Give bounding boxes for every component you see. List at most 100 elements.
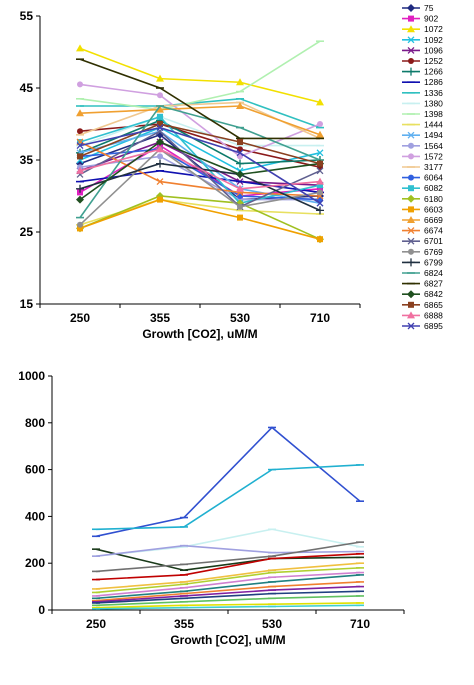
data-point: [317, 189, 323, 196]
legend-item: 1380: [402, 98, 443, 108]
series-path: [79, 198, 321, 240]
legend-marker: [407, 4, 415, 12]
data-point: [156, 74, 164, 82]
legend-label: 1252: [424, 56, 443, 66]
legend-item: 1572: [402, 151, 443, 161]
legend-marker: [408, 206, 414, 213]
legend-label: 6603: [424, 204, 443, 214]
series-line-1: [92, 426, 364, 538]
series-path: [95, 541, 361, 573]
top-chart-legend: 7590210721092109612521266128613361380139…: [402, 3, 443, 331]
legend-label: 6674: [424, 226, 443, 236]
legend-marker: [407, 25, 415, 33]
legend-item: 1494: [402, 130, 443, 140]
data-point: [236, 159, 244, 168]
series-line-7: [92, 553, 364, 581]
legend-item: 6799: [402, 257, 443, 267]
x-tick-label: 530: [262, 617, 282, 631]
y-tick-label: 0: [38, 603, 45, 617]
data-point: [156, 178, 164, 186]
legend-marker: [407, 237, 415, 245]
legend-item: 1444: [402, 120, 443, 130]
legend-marker: [408, 301, 414, 308]
legend-item: 1564: [402, 141, 443, 151]
legend-item: 6895: [402, 321, 443, 331]
data-point: [76, 184, 84, 193]
series-line-5: [92, 544, 364, 557]
legend-label: 1444: [424, 120, 443, 130]
legend-item: 6888: [402, 310, 443, 320]
data-point: [316, 199, 324, 207]
series-line-11: [92, 574, 364, 600]
series-line-10: [92, 571, 364, 597]
series-path: [95, 590, 361, 604]
series-line-1072: [76, 44, 324, 106]
legend-marker: [407, 67, 415, 76]
legend-marker: [407, 322, 415, 330]
x-axis-title: Growth [CO2], uM/M: [142, 327, 257, 341]
series-path: [95, 604, 361, 610]
series-path: [95, 571, 361, 597]
series-line-6669: [76, 102, 324, 138]
legend-marker: [408, 153, 414, 160]
series-path: [79, 40, 321, 111]
legend-item: 3177: [402, 162, 443, 172]
x-tick-label: 355: [150, 311, 170, 325]
data-point: [236, 149, 244, 157]
legend-item: 6824: [402, 268, 443, 278]
y-tick-label: 45: [20, 81, 34, 95]
legend-item: 6180: [402, 194, 443, 204]
series-line-6888: [76, 145, 324, 192]
legend-item: 1266: [402, 67, 443, 77]
data-point: [77, 221, 83, 228]
legend-item: 6865: [402, 300, 443, 310]
data-point: [236, 170, 244, 179]
data-point: [157, 153, 163, 160]
series-path: [95, 581, 361, 602]
legend-label: 6842: [424, 289, 443, 299]
legend-item: 1398: [402, 109, 443, 119]
data-point: [316, 130, 324, 138]
series-path: [79, 148, 321, 226]
legend-label: 75: [424, 3, 434, 13]
series-line-15: [92, 595, 364, 607]
legend-label: 1266: [424, 67, 443, 77]
data-point: [317, 182, 323, 189]
series-line-13: [92, 585, 364, 603]
data-point: [316, 167, 324, 175]
series-path: [79, 126, 321, 172]
y-tick-label: 800: [25, 416, 45, 430]
legend-marker: [407, 216, 415, 223]
series-path: [79, 115, 320, 147]
x-tick-label: 530: [230, 311, 250, 325]
legend-item: 1072: [402, 24, 443, 34]
data-point: [236, 78, 244, 86]
y-tick-label: 600: [25, 463, 45, 477]
data-point: [156, 145, 164, 153]
y-tick-label: 35: [20, 153, 34, 167]
series-path: [79, 198, 321, 226]
legend-marker: [408, 248, 414, 255]
legend-item: 1336: [402, 88, 443, 98]
data-point: [77, 153, 83, 160]
data-point: [77, 225, 83, 232]
data-point: [236, 102, 244, 109]
data-point: [76, 166, 84, 174]
series-path: [95, 553, 361, 581]
legend-item: 1286: [402, 77, 443, 87]
data-point: [76, 195, 84, 204]
data-point: [237, 203, 243, 210]
y-tick-label: 200: [25, 556, 45, 570]
legend-label: 1092: [424, 35, 443, 45]
data-point: [156, 138, 164, 146]
legend-label: 6888: [424, 310, 443, 320]
top-line-chart: 15 25 35 45 55 250 355 530 710 Growth [CO2], uM/M: [20, 9, 361, 341]
y-tick-label: 55: [20, 9, 34, 23]
legend-item: 6669: [402, 215, 443, 225]
series-path: [79, 126, 321, 204]
series-line-17: [92, 604, 364, 610]
legend-label: 1564: [424, 141, 443, 151]
series-line-2: [92, 464, 364, 531]
data-point: [156, 124, 164, 132]
legend-label: 1096: [424, 45, 443, 55]
